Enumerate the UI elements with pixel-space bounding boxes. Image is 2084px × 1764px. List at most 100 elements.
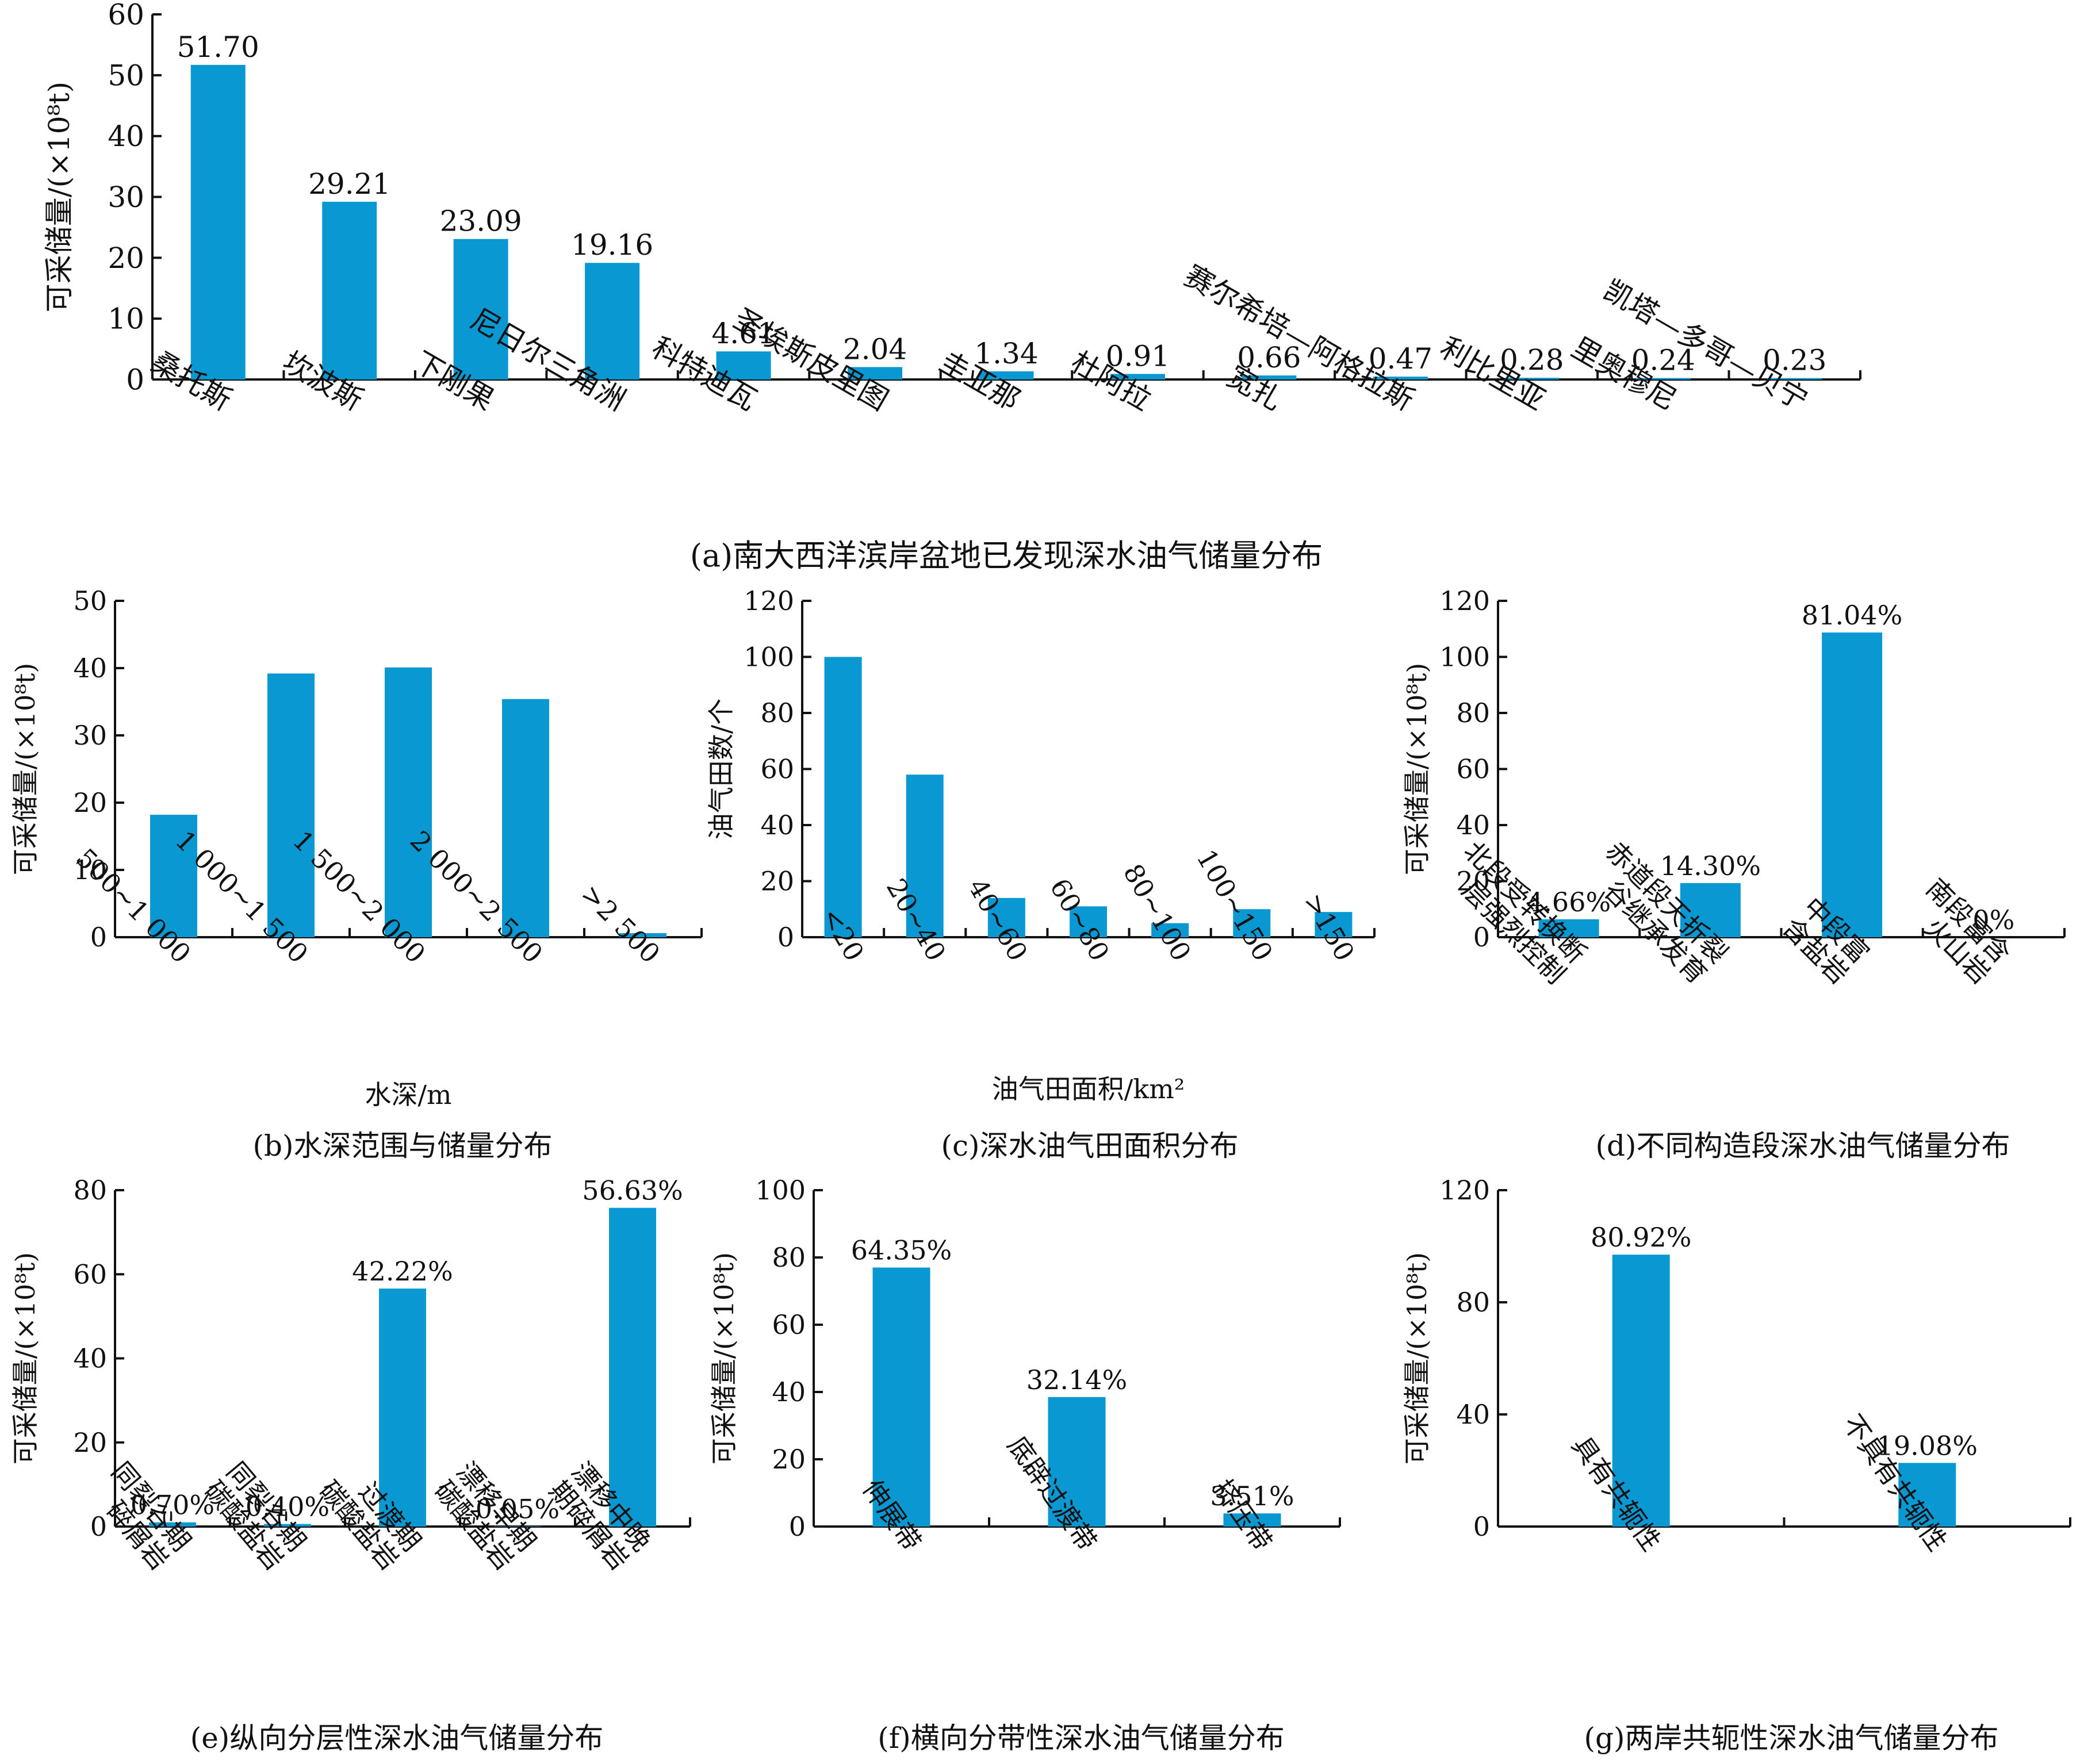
y-tick-label: 30 bbox=[108, 181, 144, 214]
y-tick-label: 120 bbox=[744, 585, 794, 616]
bar bbox=[716, 351, 771, 379]
bar bbox=[502, 699, 549, 937]
bar bbox=[1767, 378, 1822, 379]
x-category-label: >2 500 bbox=[575, 878, 666, 969]
y-tick-label: 60 bbox=[108, 0, 144, 32]
bar bbox=[1070, 906, 1107, 937]
bar bbox=[1504, 378, 1560, 379]
data-label: 32.14% bbox=[1026, 1364, 1127, 1395]
y-tick-label: 40 bbox=[73, 653, 107, 684]
y-tick-label: 10 bbox=[108, 302, 144, 336]
bar bbox=[1223, 1513, 1281, 1527]
y-tick-label: 80 bbox=[73, 1175, 107, 1206]
panel-caption: (a)南大西洋滨岸盆地已发现深水油气储量分布 bbox=[690, 538, 1323, 574]
y-axis-label: 可采储量/(×10⁸t) bbox=[708, 1252, 740, 1464]
x-category-label: <20 bbox=[815, 902, 870, 966]
data-label: 19.16 bbox=[571, 228, 653, 262]
bar bbox=[1242, 375, 1297, 379]
y-axis-label: 可采储量/(×10⁸t) bbox=[10, 663, 41, 875]
y-tick-label: 0 bbox=[90, 922, 107, 953]
bar bbox=[1048, 1397, 1106, 1527]
y-tick-label: 60 bbox=[1456, 754, 1490, 785]
bar bbox=[1110, 374, 1165, 379]
y-tick-label: 0 bbox=[90, 1511, 107, 1542]
data-label: 42.22% bbox=[352, 1256, 453, 1287]
panel-caption: (e)纵向分层性深水油气储量分布 bbox=[190, 1721, 604, 1755]
y-tick-label: 30 bbox=[73, 720, 107, 751]
y-tick-label: 20 bbox=[760, 866, 794, 897]
data-label: 0.28 bbox=[1500, 343, 1564, 377]
y-axis-label: 油气田数/个 bbox=[706, 699, 737, 840]
bar bbox=[1151, 923, 1189, 937]
y-axis-label: 可采储量/(×10⁸t) bbox=[1401, 663, 1432, 875]
bar bbox=[150, 815, 197, 937]
bar bbox=[872, 1267, 930, 1527]
y-tick-label: 80 bbox=[772, 1242, 806, 1273]
bar bbox=[1612, 1255, 1670, 1527]
bar bbox=[1680, 883, 1741, 937]
data-label: 51.70 bbox=[177, 30, 259, 64]
y-tick-label: 50 bbox=[108, 59, 144, 92]
data-label: 56.63% bbox=[582, 1175, 683, 1206]
data-label: 23.09 bbox=[440, 205, 522, 238]
data-label: 80.92% bbox=[1591, 1222, 1691, 1253]
x-axis-label: 水深/m bbox=[365, 1079, 451, 1110]
bar bbox=[264, 1524, 311, 1527]
bar bbox=[379, 1289, 426, 1527]
bar bbox=[906, 774, 944, 937]
y-tick-label: 60 bbox=[760, 754, 794, 785]
bar bbox=[267, 673, 315, 937]
data-label: 64.35% bbox=[851, 1235, 952, 1266]
y-tick-label: 20 bbox=[73, 1427, 107, 1458]
y-tick-label: 0 bbox=[126, 363, 144, 397]
y-tick-label: 20 bbox=[772, 1444, 806, 1475]
y-axis-label: 可采储量/(×10⁸t) bbox=[10, 1252, 41, 1464]
bar bbox=[453, 239, 508, 379]
bar bbox=[494, 1526, 541, 1527]
y-tick-label: 20 bbox=[1456, 866, 1490, 897]
x-category-label: 赛尔希培—阿格拉斯 bbox=[1179, 259, 1420, 417]
data-label: 2.04 bbox=[843, 332, 907, 366]
y-tick-label: 0 bbox=[777, 922, 794, 953]
panel-caption: (b)水深范围与储量分布 bbox=[252, 1129, 552, 1163]
x-category-label-line: 100~150 bbox=[1190, 844, 1279, 966]
x-category-label: 80~100 bbox=[1117, 858, 1197, 966]
data-label: 81.04% bbox=[1802, 600, 1902, 631]
bar bbox=[609, 1207, 656, 1527]
y-tick-label: 60 bbox=[772, 1309, 806, 1340]
y-tick-label: 0 bbox=[1473, 1511, 1490, 1542]
chart-panel-a: 010203040506051.70桑托斯29.21坎波斯23.09下刚果19.… bbox=[43, 0, 1861, 574]
data-label: 0% bbox=[1972, 904, 2014, 935]
x-category-label-line: 赛尔希培—阿格拉斯 bbox=[1179, 259, 1420, 417]
bar bbox=[979, 371, 1034, 379]
x-category-label: 100~150 bbox=[1190, 844, 1279, 966]
x-category-label-line: <20 bbox=[815, 902, 870, 966]
x-axis-label: 油气田面积/km² bbox=[992, 1073, 1185, 1105]
data-label: 0.66 bbox=[1237, 341, 1301, 374]
y-tick-label: 100 bbox=[755, 1175, 806, 1206]
panel-caption: (g)两岸共轭性深水油气储量分布 bbox=[1584, 1721, 1998, 1755]
bar bbox=[190, 64, 246, 379]
bar bbox=[1822, 632, 1883, 937]
panel-caption: (f)横向分带性深水油气储量分布 bbox=[878, 1721, 1285, 1755]
chart-panel-d: 0204060801001204.66%北段受转换断层强烈控制14.30%赤道段… bbox=[1401, 585, 2066, 1163]
bar bbox=[1635, 378, 1691, 379]
bar bbox=[1373, 377, 1428, 379]
y-tick-label: 120 bbox=[1439, 585, 1490, 616]
x-category-label: 同裂谷期碳酸盐岩 bbox=[198, 1456, 312, 1575]
bar bbox=[824, 657, 862, 937]
y-tick-label: 50 bbox=[73, 585, 107, 616]
data-label: 14.30% bbox=[1660, 850, 1761, 881]
panel-caption: (d)不同构造段深水油气储量分布 bbox=[1595, 1129, 2010, 1163]
data-label: 3.51% bbox=[1210, 1481, 1294, 1512]
bar bbox=[1233, 909, 1271, 937]
x-category-label: 南段富含火山岩 bbox=[1899, 872, 2017, 990]
y-tick-label: 100 bbox=[1439, 642, 1490, 673]
bar bbox=[1315, 912, 1353, 937]
data-label: 1.34 bbox=[974, 337, 1038, 370]
bar bbox=[149, 1522, 196, 1527]
data-label: 4.66% bbox=[1527, 887, 1611, 918]
y-tick-label: 0 bbox=[789, 1511, 806, 1542]
